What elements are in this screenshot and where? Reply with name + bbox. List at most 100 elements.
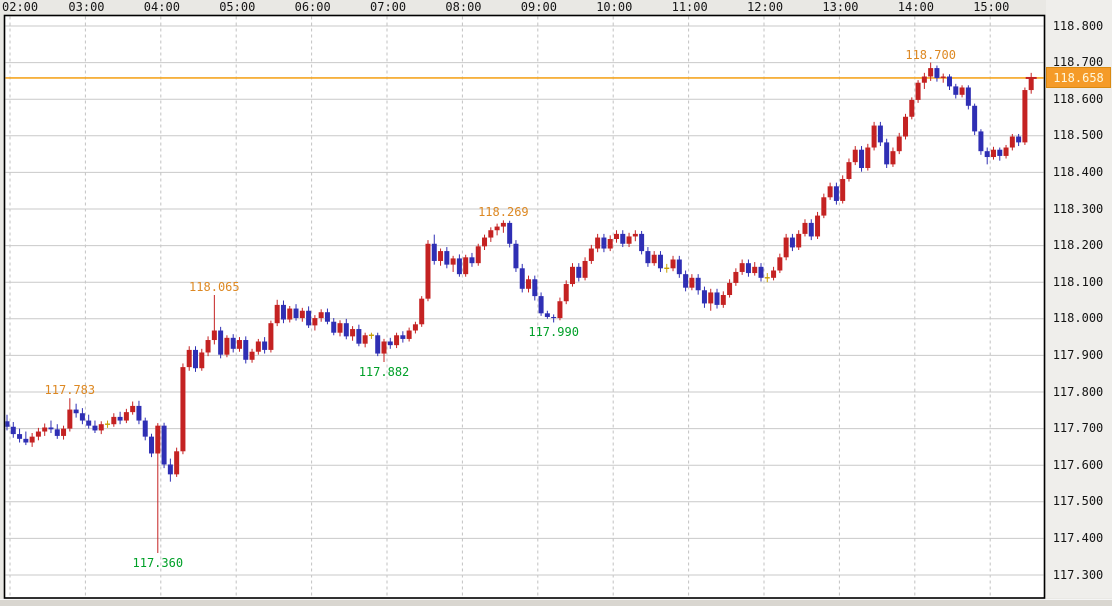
candle-body — [783, 237, 789, 258]
price-tick-117.800: 117.800 — [1052, 384, 1104, 399]
candle-body — [400, 335, 406, 339]
candle-body — [959, 87, 965, 95]
candle-body — [990, 149, 996, 158]
candle-body — [469, 257, 475, 264]
candle-body — [557, 301, 563, 319]
candle-body — [92, 425, 98, 431]
candle-body — [268, 323, 274, 350]
candle-body — [576, 266, 582, 278]
candle-body — [463, 257, 469, 275]
candle-body — [821, 197, 827, 216]
price-tick-118.800: 118.800 — [1052, 18, 1104, 33]
low-annotation-117.990: 117.990 — [528, 325, 579, 340]
price-tick-118.100: 118.100 — [1052, 274, 1104, 289]
price-tick-118.200: 118.200 — [1052, 238, 1104, 253]
time-tick-11:00: 11:00 — [671, 0, 708, 14]
candle-body — [224, 337, 230, 355]
candle-body — [595, 237, 601, 249]
bottom-strip — [0, 599, 1112, 606]
candle-body — [274, 304, 280, 324]
candle-body — [293, 308, 299, 319]
high-annotation-118.269: 118.269 — [478, 205, 529, 220]
candle-body — [657, 254, 663, 269]
candle-body — [840, 178, 846, 201]
time-tick-03:00: 03:00 — [68, 0, 105, 14]
candle-body — [903, 116, 909, 137]
candle-body — [356, 329, 362, 344]
candle-body — [670, 259, 676, 269]
candle-body — [331, 321, 337, 333]
candle-body — [526, 279, 532, 289]
candle-body — [632, 233, 638, 237]
candles-group — [5, 62, 1034, 554]
price-tick-118.500: 118.500 — [1052, 128, 1104, 143]
candle-body — [720, 295, 726, 305]
high-annotation-118.065: 118.065 — [189, 280, 240, 294]
candle-body — [613, 233, 619, 240]
time-tick-12:00: 12:00 — [747, 0, 784, 14]
candle-body — [727, 282, 733, 296]
candle-body — [243, 340, 249, 360]
candle-body — [318, 312, 324, 319]
candle-body — [701, 290, 707, 304]
candle-body — [601, 237, 607, 249]
candle-body — [54, 429, 60, 436]
candle-body — [745, 263, 751, 274]
candle-body — [205, 340, 211, 353]
time-tick-10:00: 10:00 — [596, 0, 633, 14]
candle-body — [708, 292, 714, 304]
candle-body — [645, 251, 651, 264]
candle-body — [934, 68, 940, 78]
candle-body — [375, 335, 381, 354]
candle-body — [262, 341, 268, 350]
candle-body — [651, 254, 657, 264]
current-price-badge: 118.658 — [1046, 67, 1111, 89]
candle-body — [362, 335, 368, 344]
candle-body — [287, 308, 293, 320]
price-tick-118.000: 118.000 — [1052, 311, 1104, 326]
candle-body — [186, 349, 192, 368]
candle-body — [815, 215, 821, 237]
candle-body — [639, 233, 645, 252]
candle-body — [1016, 136, 1022, 143]
candle-body — [695, 277, 701, 291]
plot-area[interactable] — [3, 14, 1046, 599]
candle-body — [808, 222, 814, 237]
candle-body — [802, 222, 808, 234]
price-tick-117.700: 117.700 — [1052, 421, 1104, 436]
candle-body — [551, 316, 557, 319]
candle-body — [73, 409, 79, 414]
candle-body — [940, 76, 946, 78]
candle-body — [563, 284, 569, 302]
candle-body — [620, 233, 626, 244]
candle-body — [438, 251, 444, 261]
price-tick-117.500: 117.500 — [1052, 494, 1104, 509]
candle-body — [915, 82, 921, 100]
candle-body — [714, 292, 720, 305]
candle-body — [130, 405, 136, 413]
candle-body — [155, 425, 161, 454]
candle-body — [5, 421, 10, 427]
time-axis: 02:00 03:00 04:00 05:00 06:00 07:00 08:00 09:00… — [0, 0, 1045, 15]
candle-body — [689, 277, 695, 288]
candle-body — [394, 335, 400, 346]
candle-body — [890, 151, 896, 165]
candle-body — [23, 438, 29, 443]
candle-body — [482, 237, 488, 247]
candle-body — [343, 323, 349, 337]
candle-body — [796, 233, 802, 248]
candle-body — [312, 318, 318, 326]
candle-body — [193, 349, 198, 369]
low-annotation-117.882: 117.882 — [358, 364, 410, 379]
candle-body — [142, 420, 148, 437]
candle-body — [570, 266, 575, 285]
candle-body — [67, 409, 73, 429]
candle-body — [877, 125, 883, 143]
candle-body — [827, 186, 833, 198]
time-tick-04:00: 04:00 — [143, 0, 180, 14]
candle-body — [928, 68, 934, 77]
candle-body — [236, 340, 242, 349]
candle-body — [758, 266, 764, 278]
candle-body — [789, 237, 795, 248]
